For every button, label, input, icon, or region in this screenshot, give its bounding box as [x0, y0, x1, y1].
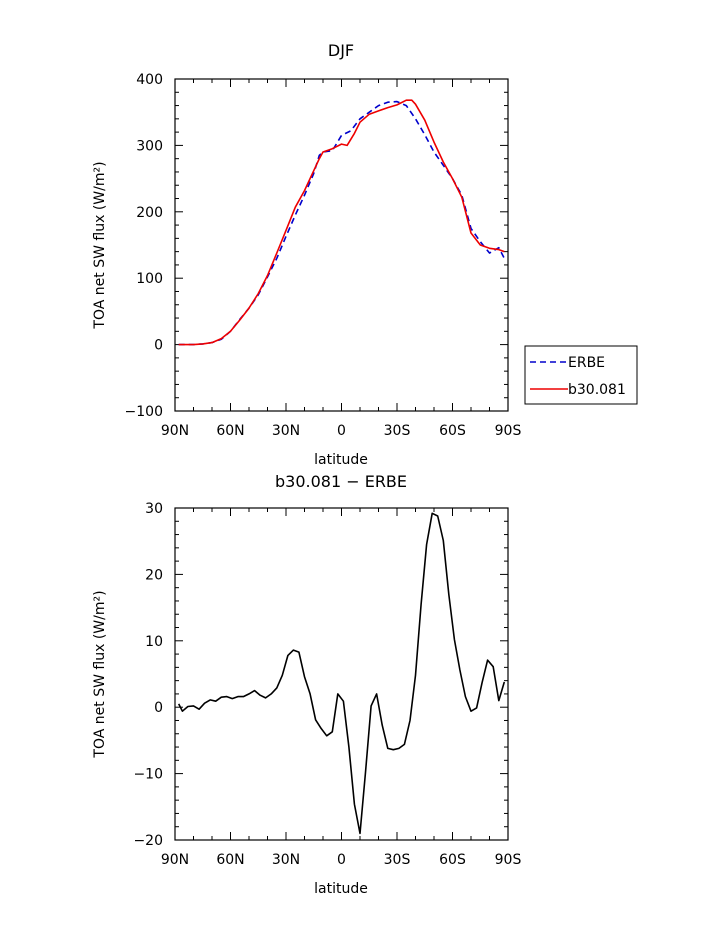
chart-bottom-ylabel: TOA net SW flux (W/m²) — [92, 590, 108, 758]
chart-bottom: b30.081 − ERBE 90N 60N 30N 0 30S 60S 90S 30 20 1… — [92, 472, 521, 897]
chart-bottom-x-tick-label: 60N — [216, 852, 244, 868]
chart-top-ylabel: TOA net SW flux (W/m²) — [92, 161, 108, 329]
chart-bottom-y-tick-label: 10 — [145, 634, 163, 650]
chart-top-y-tick-label: 400 — [136, 72, 163, 88]
legend-b30-label: b30.081 — [568, 382, 626, 398]
chart-bottom-frame — [174, 507, 509, 841]
legend: ERBE b30.081 — [524, 345, 638, 405]
chart-bottom-y-tick-label: −20 — [133, 833, 163, 849]
chart-top-x-tick-label: 0 — [337, 423, 346, 439]
chart-top-x-tick-label: 90S — [495, 423, 522, 439]
chart-bottom-y-tick-label: 30 — [145, 501, 163, 517]
chart-bottom-y-tick-label: −10 — [133, 767, 163, 783]
chart-top-y-tick-label: −100 — [125, 404, 163, 420]
chart-top-y-tick-label: 300 — [136, 138, 163, 154]
chart-top-title: DJF — [328, 41, 354, 60]
chart-bottom-x-ticks: 90N 60N 30N 0 30S 60S 90S — [161, 508, 522, 868]
chart-top-y-tick-label: 200 — [136, 205, 163, 221]
chart-bottom-xlabel: latitude — [314, 881, 368, 897]
chart-top-x-tick-label: 90N — [161, 423, 189, 439]
legend-box — [524, 345, 638, 405]
chart-top: DJF 90N 60N 30N 0 30S 60S 90S 400 300 200 100 0 −10… — [92, 41, 638, 468]
chart-bottom-y-tick-label: 20 — [145, 567, 163, 583]
chart-bottom-title: b30.081 − ERBE — [275, 472, 407, 491]
chart-top-series-line-b30-081 — [178, 99, 505, 346]
chart-bottom-y-ticks: 30 20 10 0 −10 −20 — [133, 501, 508, 849]
chart-top-x-tick-label: 60N — [216, 423, 244, 439]
chart-bottom-series — [177, 512, 506, 835]
chart-bottom-x-tick-label: 90N — [161, 852, 189, 868]
chart-bottom-x-tick-label: 60S — [439, 852, 466, 868]
chart-top-frame — [174, 78, 509, 412]
chart-top-x-tick-label: 30N — [272, 423, 300, 439]
chart-top-series — [178, 99, 506, 346]
chart-bottom-x-tick-label: 90S — [495, 852, 522, 868]
chart-bottom-x-tick-label: 30S — [384, 852, 411, 868]
chart-bottom-x-tick-label: 30N — [272, 852, 300, 868]
chart-top-series-line-erbe — [178, 100, 506, 346]
chart-bottom-series-line-0 — [177, 512, 506, 835]
chart-top-x-ticks: 90N 60N 30N 0 30S 60S 90S — [161, 79, 522, 439]
chart-top-y-ticks: 400 300 200 100 0 −100 — [125, 72, 508, 420]
chart-bottom-x-tick-label: 0 — [337, 852, 346, 868]
legend-erbe-label: ERBE — [568, 355, 605, 371]
chart-top-y-tick-label: 100 — [136, 271, 163, 287]
chart-bottom-y-tick-label: 0 — [154, 700, 163, 716]
chart-top-xlabel: latitude — [314, 452, 368, 468]
chart-top-x-tick-label: 30S — [384, 423, 411, 439]
chart-top-x-tick-label: 60S — [439, 423, 466, 439]
chart-top-y-tick-label: 0 — [154, 338, 163, 354]
